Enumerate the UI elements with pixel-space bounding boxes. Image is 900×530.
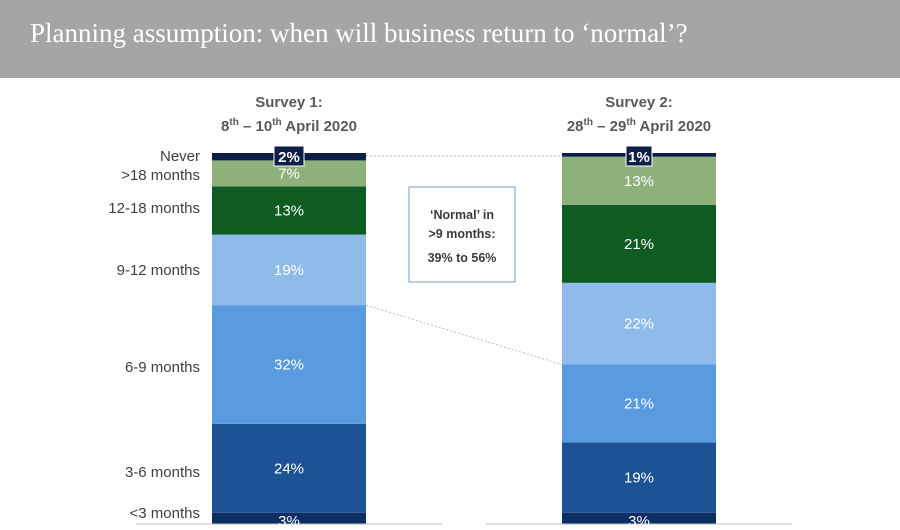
value-label-s2-9-12-months: 22%	[624, 316, 654, 333]
survey-header-title-1: Survey 1:	[255, 94, 323, 111]
bar-s1-6-9-months	[212, 305, 366, 424]
value-label-s1-3-6-months: 24%	[274, 460, 304, 477]
value-label-s1-12-18-months: 13%	[274, 203, 304, 220]
annotation-line-1: ‘Normal’ in	[430, 208, 494, 222]
value-label-s1-6-9-months: 32%	[274, 356, 304, 373]
category-label-9-12-months: 9-12 months	[117, 262, 200, 279]
value-label-s2-3-6-months: 19%	[624, 470, 654, 487]
connector-9-months	[365, 304, 563, 365]
category-label-under-3-months: <3 months	[130, 505, 200, 522]
value-label-s1-never: 2%	[278, 149, 300, 166]
survey-headers: Survey 1: 8th – 10th April 2020 Survey 2: 2…	[221, 94, 711, 135]
annotation-line-3: 39% to 56%	[428, 251, 497, 265]
survey-header-title-2: Survey 2:	[605, 94, 673, 111]
value-label-s2-6-9-months: 21%	[624, 395, 654, 412]
value-label-s1-9-12-months: 19%	[274, 262, 304, 279]
bar-s1-under-3-months	[212, 512, 366, 524]
bar-s2-9-12-months	[562, 282, 716, 365]
category-label-6-9-months: 6-9 months	[125, 359, 200, 376]
bar-s2-under-3-months	[562, 512, 716, 524]
bar-s1-9-12-months	[212, 234, 366, 306]
value-label-s2-over-18-months: 13%	[624, 173, 654, 190]
survey-header-dates-2: 28th – 29th April 2020	[567, 117, 711, 135]
annotation-frame	[408, 186, 516, 283]
title-bar: Planning assumption: when will business …	[0, 0, 900, 78]
value-label-s2-under-3-months: 3%	[628, 513, 650, 530]
page-title: Planning assumption: when will business …	[30, 18, 688, 48]
value-label-s1-over-18-months: 7%	[278, 165, 300, 182]
annotation-line-2: >9 months:	[428, 227, 495, 241]
category-label-12-18-months: 12-18 months	[108, 200, 200, 217]
never-label-box-s2	[625, 145, 653, 167]
never-label-box-s1	[273, 145, 305, 167]
bar-s2-12-18-months	[562, 204, 716, 283]
value-label-s2-never: 1%	[628, 149, 650, 166]
bar-s1-12-18-months	[212, 186, 366, 235]
category-label-over-18-months: >18 months	[121, 167, 200, 184]
value-label-s1-under-3-months: 3%	[278, 513, 300, 530]
category-label-3-6-months: 3-6 months	[125, 464, 200, 481]
category-label-never: Never	[160, 148, 200, 165]
bar-s2-6-9-months	[562, 364, 716, 443]
connector-lines	[365, 155, 563, 365]
value-label-s2-12-18-months: 21%	[624, 236, 654, 253]
bar-s1-3-6-months	[212, 423, 366, 513]
labels: 3% 24% 32% 19% 13% 7%2% 3% 19% 21% 22% 21% 13% 1% <3 …	[108, 145, 654, 530]
bar-s2-3-6-months	[562, 442, 716, 513]
survey-header-dates-1: 8th – 10th April 2020	[221, 117, 357, 135]
annotation-box: ‘Normal’ in >9 months: 39% to 56%	[408, 186, 516, 283]
